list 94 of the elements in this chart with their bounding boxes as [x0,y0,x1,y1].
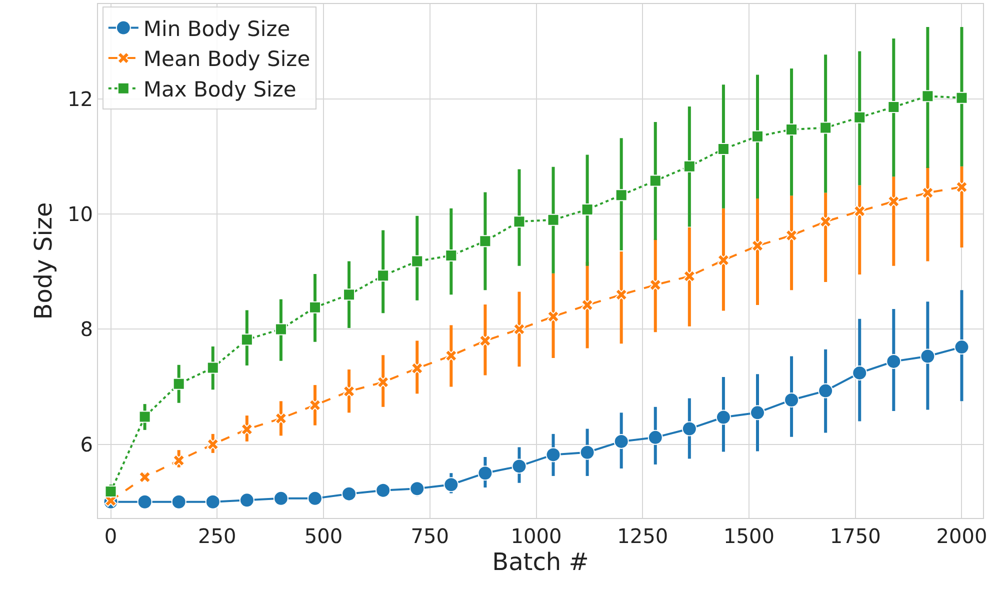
x-tick-label: 1500 [724,524,774,548]
y-axis-title: Body Size [30,202,58,320]
point [138,410,151,423]
point [956,180,968,194]
point [752,130,764,142]
point [852,365,868,380]
y-tick-label: 8 [80,317,93,342]
point [206,362,219,374]
point [886,354,902,369]
point [888,101,900,114]
point [920,348,936,364]
point [819,215,832,228]
point [887,195,900,208]
point [172,378,185,390]
point [137,494,152,510]
point [751,240,764,252]
point [854,111,866,124]
point [956,92,968,104]
x-tick-label: 250 [198,524,236,548]
point [343,288,356,301]
point [410,481,425,496]
point [309,301,321,314]
point [206,438,220,450]
legend-label: Min Body Size [143,16,290,41]
point [954,340,970,355]
x-tick-label: 1000 [510,524,562,548]
point [683,160,696,172]
point [342,486,357,502]
point [479,235,492,248]
point [410,362,424,375]
point [444,350,458,362]
point [853,205,866,218]
point [308,490,322,506]
point [649,174,662,187]
x-tick-label: 500 [304,524,343,548]
point [546,447,561,462]
point [513,216,526,228]
point [547,310,560,323]
point [240,334,253,346]
point [615,288,628,301]
point [818,383,834,398]
point [513,323,526,336]
x-tick-label: 0 [104,524,118,548]
point [683,270,696,282]
point [785,229,798,242]
point [274,412,288,425]
point [479,334,492,347]
point [239,492,254,508]
point [682,421,697,436]
point [922,186,934,199]
point [750,405,765,420]
point [786,123,798,136]
point [648,430,663,445]
point [784,392,800,408]
point [171,494,186,510]
point [308,399,322,412]
point [717,143,730,156]
point [342,385,356,398]
point [649,278,662,292]
x-tick-label: 1250 [617,524,668,548]
x-axis-title: Batch # [492,548,589,576]
point [376,376,390,388]
point [172,454,185,467]
point [376,482,391,498]
y-tick-label: 10 [68,202,93,226]
point [581,298,594,312]
point [240,423,254,436]
x-tick-label: 1750 [830,524,881,548]
legend-label: Max Body Size [143,78,296,102]
point [104,486,117,498]
point [581,203,594,216]
y-tick-label: 6 [80,432,93,456]
point [615,189,628,202]
point [138,470,151,484]
point [411,255,424,268]
point [717,254,730,266]
point [445,250,458,262]
x-tick-label: 2000 [936,524,988,548]
y-tick-label: 12 [68,86,93,111]
point [820,122,832,134]
point [205,494,220,510]
point [478,466,493,481]
point [512,458,527,474]
point [614,434,629,449]
point [377,270,390,282]
point [716,410,731,425]
point [273,490,288,506]
x-tick-label: 750 [410,524,449,548]
point [547,214,560,226]
point [274,323,287,336]
point [922,90,934,102]
legend-label: Mean Body Size [143,47,310,72]
point [580,444,595,460]
point [444,477,459,492]
